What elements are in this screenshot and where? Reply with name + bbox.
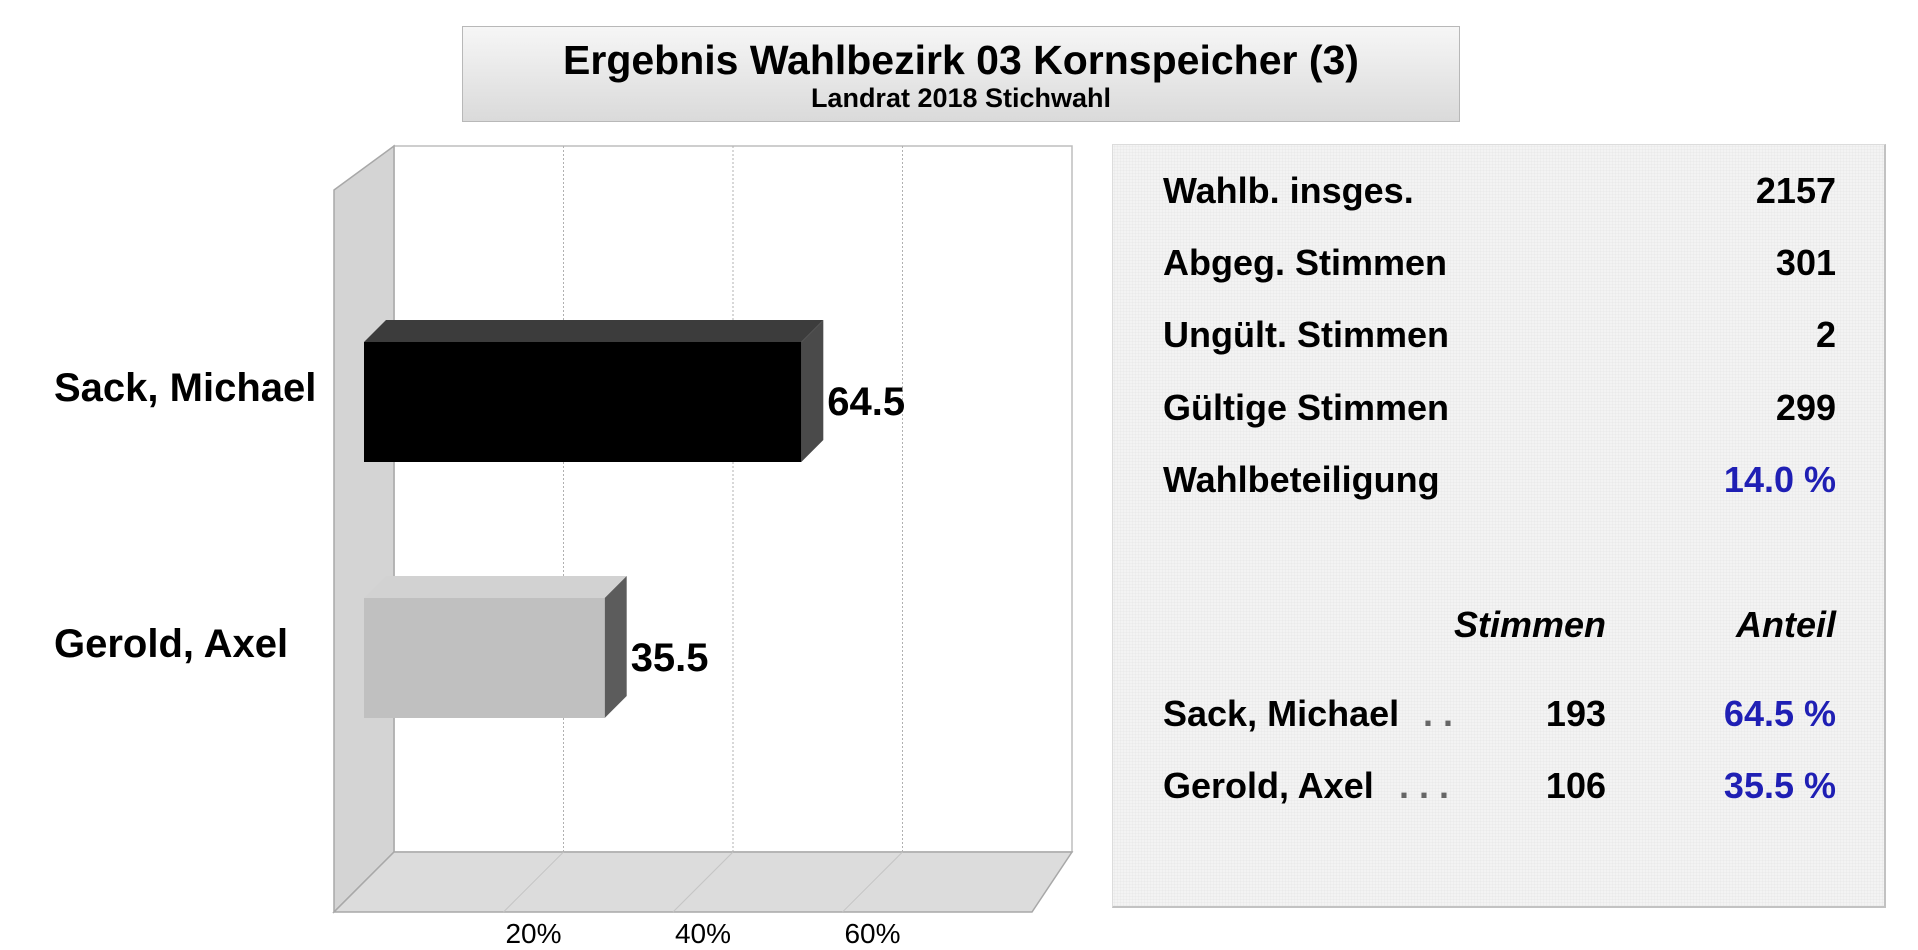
floor-gridline: [672, 851, 734, 913]
share-column-header: Anteil: [1735, 604, 1836, 645]
stats-panel: Wahlb. insges. 2157 Abgeg. Stimmen 301 U…: [1112, 144, 1886, 908]
stat-label-cast: Abgeg. Stimmen: [1163, 242, 1448, 283]
chart-frame: [332, 144, 1074, 914]
stat-value-valid: 299: [1775, 387, 1836, 428]
leader-dots: . . .: [1399, 765, 1450, 806]
candidate-share: 35.5 %: [1723, 765, 1836, 806]
stat-value-turnout: 14.0 %: [1723, 459, 1836, 500]
category-label: Gerold, Axel: [54, 622, 289, 666]
candidate-share: 64.5 %: [1723, 693, 1836, 734]
stat-label-invalid: Ungült. Stimmen: [1163, 314, 1449, 355]
bar: [364, 598, 605, 718]
bar-chart: [332, 144, 1074, 914]
candidate-name: Sack, Michael: [1163, 693, 1400, 734]
chart-side-wall: [333, 144, 395, 914]
stat-value-eligible: 2157: [1755, 170, 1836, 211]
chart-grid: [503, 146, 903, 913]
bar-end: [801, 320, 824, 462]
floor-gridline: [842, 851, 903, 913]
bar-end: [604, 576, 627, 718]
bar-top: [364, 320, 824, 342]
floor-gridline: [503, 851, 564, 913]
votes-column-header: Stimmen: [1453, 604, 1606, 645]
candidate-votes: 193: [1545, 693, 1606, 734]
chart-title: Ergebnis Wahlbezirk 03 Kornspeicher (3): [563, 37, 1359, 83]
bar-value-label: 64.5: [827, 380, 906, 424]
stat-label-valid: Gültige Stimmen: [1163, 387, 1450, 428]
title-box: Ergebnis Wahlbezirk 03 Kornspeicher (3) …: [462, 26, 1460, 122]
x-tick-label: 40%: [674, 918, 732, 949]
category-label: Sack, Michael: [54, 366, 317, 410]
candidate-name: Gerold, Axel: [1163, 765, 1374, 806]
bar-top: [364, 576, 627, 598]
stat-value-cast: 301: [1775, 242, 1836, 283]
stat-label-turnout: Wahlbeteiligung: [1163, 459, 1440, 500]
leader-dots: . .: [1423, 693, 1454, 734]
chart-subtitle: Landrat 2018 Stichwahl: [810, 83, 1112, 113]
chart-bars: [364, 320, 824, 718]
x-tick-label: 20%: [505, 918, 562, 949]
x-tick-label: 60%: [844, 918, 901, 949]
candidate-votes: 106: [1545, 765, 1606, 806]
stat-value-invalid: 2: [1815, 314, 1836, 355]
bar-value-label: 35.5: [630, 636, 709, 680]
stat-label-eligible: Wahlb. insges.: [1163, 170, 1414, 211]
bar: [364, 342, 802, 462]
